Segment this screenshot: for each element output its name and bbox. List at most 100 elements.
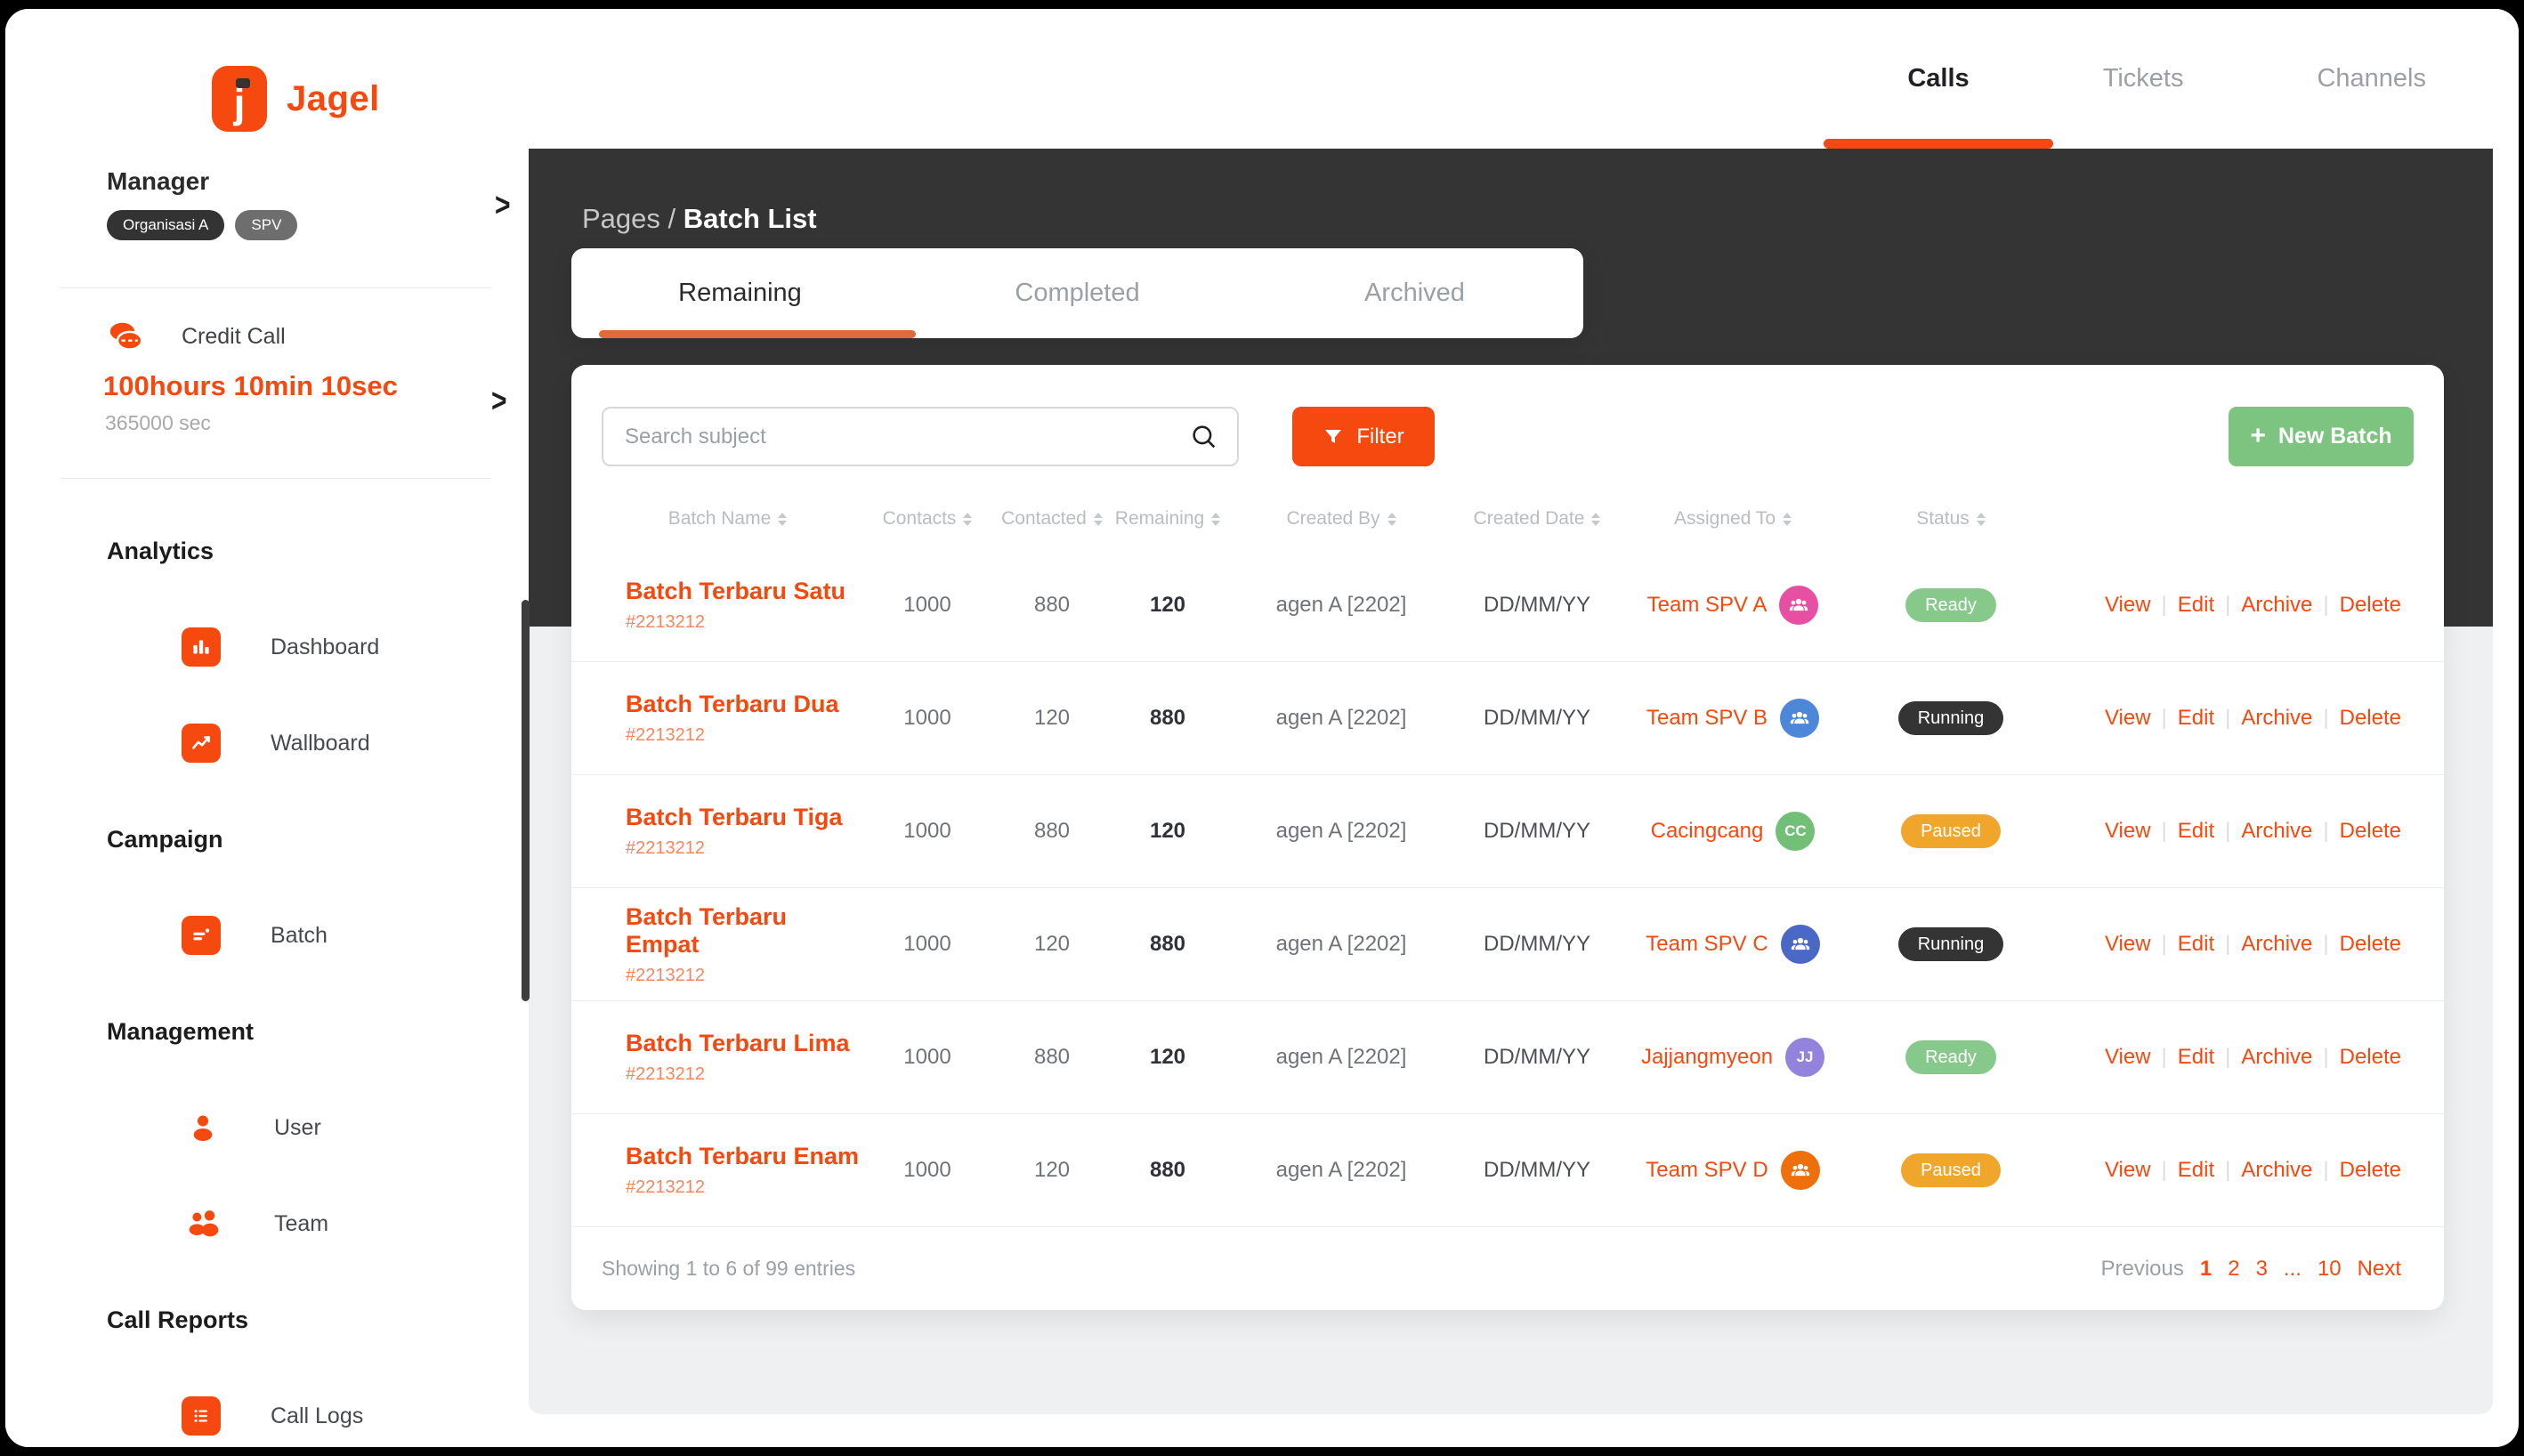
pagination-previous[interactable]: Previous [2100, 1256, 2184, 1281]
sidebar-scrollbar[interactable] [522, 600, 530, 1001]
action-archive[interactable]: Archive [2241, 1045, 2313, 1069]
column-header-label[interactable]: Status [1916, 508, 1986, 530]
assigned-to-name[interactable]: Team SPV A [1646, 593, 1768, 617]
app-window: j Jagel Manager Organisasi A SPV > Credit… [5, 9, 2519, 1447]
action-archive[interactable]: Archive [2241, 819, 2313, 843]
action-view[interactable]: View [2104, 706, 2151, 730]
sidebar-item-wallboard[interactable]: Wallboard [5, 695, 529, 791]
action-delete[interactable]: Delete [2339, 706, 2401, 730]
table-row: Batch Terbaru Enam #2213212 1000 120 880 agen… [571, 1114, 2444, 1227]
tab-archived[interactable]: Archived [1364, 279, 1465, 307]
action-edit[interactable]: Edit [2177, 593, 2215, 617]
action-delete[interactable]: Delete [2339, 1158, 2401, 1182]
action-delete[interactable]: Delete [2339, 932, 2401, 956]
group-avatar-icon [1780, 925, 1820, 964]
tab-remaining[interactable]: Remaining [678, 279, 802, 307]
action-view[interactable]: View [2104, 593, 2151, 617]
action-view[interactable]: View [2104, 1158, 2151, 1182]
filter-button[interactable]: Filter [1292, 407, 1435, 466]
jagel-logo-icon: j [212, 66, 267, 132]
action-delete[interactable]: Delete [2339, 593, 2401, 617]
actions-cell: View | Edit | Archive | Delete [2049, 1158, 2444, 1183]
contacted-cell: 120 [1033, 932, 1071, 956]
column-header-label[interactable]: Remaining [1115, 508, 1221, 530]
batch-name[interactable]: Batch Terbaru Lima [626, 1030, 850, 1056]
column-header-label[interactable]: Contacts [883, 508, 973, 530]
assigned-to-name[interactable]: Cacingcang [1650, 819, 1764, 843]
tab-completed[interactable]: Completed [1015, 279, 1140, 307]
batch-name[interactable]: Batch Terbaru Dua [626, 691, 839, 717]
pagination-page-ellipsis: ... [2283, 1256, 2302, 1281]
sort-icon[interactable] [1976, 512, 1986, 526]
action-delete[interactable]: Delete [2339, 819, 2401, 843]
topnav-tab-channels[interactable]: Channels [2317, 64, 2426, 93]
table-row: Batch Terbaru Satu #2213212 1000 880 120 agen… [571, 549, 2444, 662]
sort-icon[interactable] [963, 512, 973, 526]
sidebar-item-team[interactable]: Team [5, 1176, 529, 1272]
contacts-cell: 1000 [903, 932, 951, 956]
status-cell: Paused [1853, 1153, 2049, 1187]
sidebar-section-management: Management [107, 1017, 255, 1045]
contacted-cell: 120 [1033, 706, 1071, 730]
contacts-cell: 1000 [903, 706, 951, 730]
action-edit[interactable]: Edit [2177, 706, 2215, 730]
pagination-page-1[interactable]: 1 [2199, 1256, 2213, 1281]
action-edit[interactable]: Edit [2177, 932, 2215, 956]
column-header-label[interactable]: Created By [1286, 508, 1396, 530]
search-input[interactable] [603, 424, 1189, 449]
action-delete[interactable]: Delete [2339, 1045, 2401, 1069]
column-header-status: Status [1853, 508, 2049, 530]
search-icon[interactable] [1189, 422, 1219, 452]
column-header-label[interactable]: Batch Name [626, 508, 865, 530]
status-badge: Running [1897, 701, 2004, 735]
sort-icon[interactable] [778, 512, 788, 526]
assigned-to-name[interactable]: Team SPV D [1646, 1158, 1768, 1182]
contacts-cell: 1000 [903, 1045, 951, 1069]
batch-id: #2213212 [626, 838, 705, 858]
profile-chevron-icon[interactable]: > [495, 186, 511, 223]
assigned-to-name[interactable]: Team SPV B [1646, 706, 1768, 730]
action-separator: | [2161, 706, 2167, 730]
action-archive[interactable]: Archive [2241, 932, 2313, 956]
action-archive[interactable]: Archive [2241, 706, 2313, 730]
batch-name[interactable]: Batch Terbaru Empat [626, 902, 788, 958]
batch-name[interactable]: Batch Terbaru Satu [626, 578, 846, 604]
topnav-tab-calls[interactable]: Calls [1907, 9, 1969, 149]
pagination-page-3[interactable]: 3 [2255, 1256, 2268, 1281]
sidebar-item-call-logs[interactable]: Call Logs [5, 1368, 529, 1447]
batch-name[interactable]: Batch Terbaru Enam [626, 1143, 860, 1169]
sort-icon[interactable] [1093, 512, 1103, 526]
pagination-page-10[interactable]: 10 [2317, 1256, 2342, 1281]
action-view[interactable]: View [2104, 819, 2151, 843]
sort-icon[interactable] [1387, 512, 1396, 526]
sort-icon[interactable] [1591, 512, 1601, 526]
action-view[interactable]: View [2104, 932, 2151, 956]
assigned-to-cell: Team SPV B [1613, 699, 1853, 738]
credit-time: 100hours 10min 10sec [103, 370, 398, 401]
assigned-to-name[interactable]: Team SPV C [1646, 932, 1768, 956]
topnav-tab-tickets[interactable]: Tickets [2102, 64, 2184, 93]
column-header-label[interactable]: Contacted [1001, 508, 1103, 530]
action-edit[interactable]: Edit [2177, 1158, 2215, 1182]
created-by-cell: agen A [2202] [1275, 932, 1407, 956]
action-archive[interactable]: Archive [2241, 1158, 2313, 1182]
column-header-label[interactable]: Assigned To [1674, 508, 1792, 530]
batch-name[interactable]: Batch Terbaru Tiga [626, 804, 843, 830]
credit-chevron-icon[interactable]: > [491, 382, 507, 419]
sort-icon[interactable] [1211, 512, 1221, 526]
assigned-to-name[interactable]: Jajjangmyeon [1640, 1045, 1774, 1069]
action-edit[interactable]: Edit [2177, 1045, 2215, 1069]
sidebar-item-user[interactable]: User [5, 1080, 529, 1176]
action-edit[interactable]: Edit [2177, 819, 2215, 843]
sidebar-item-dashboard[interactable]: Dashboard [5, 599, 529, 695]
column-header-label[interactable]: Created Date [1474, 508, 1601, 530]
pagination-page-2[interactable]: 2 [2228, 1256, 2240, 1281]
new-batch-button[interactable]: + New Batch [2229, 407, 2414, 466]
action-view[interactable]: View [2104, 1045, 2151, 1069]
sidebar-item-batch[interactable]: Batch [5, 887, 529, 983]
pagination-next[interactable]: Next [2357, 1256, 2401, 1281]
sidebar-item-label: Wallboard [271, 730, 370, 756]
divider [61, 287, 491, 288]
sort-icon[interactable] [1783, 512, 1792, 526]
action-archive[interactable]: Archive [2241, 593, 2313, 617]
